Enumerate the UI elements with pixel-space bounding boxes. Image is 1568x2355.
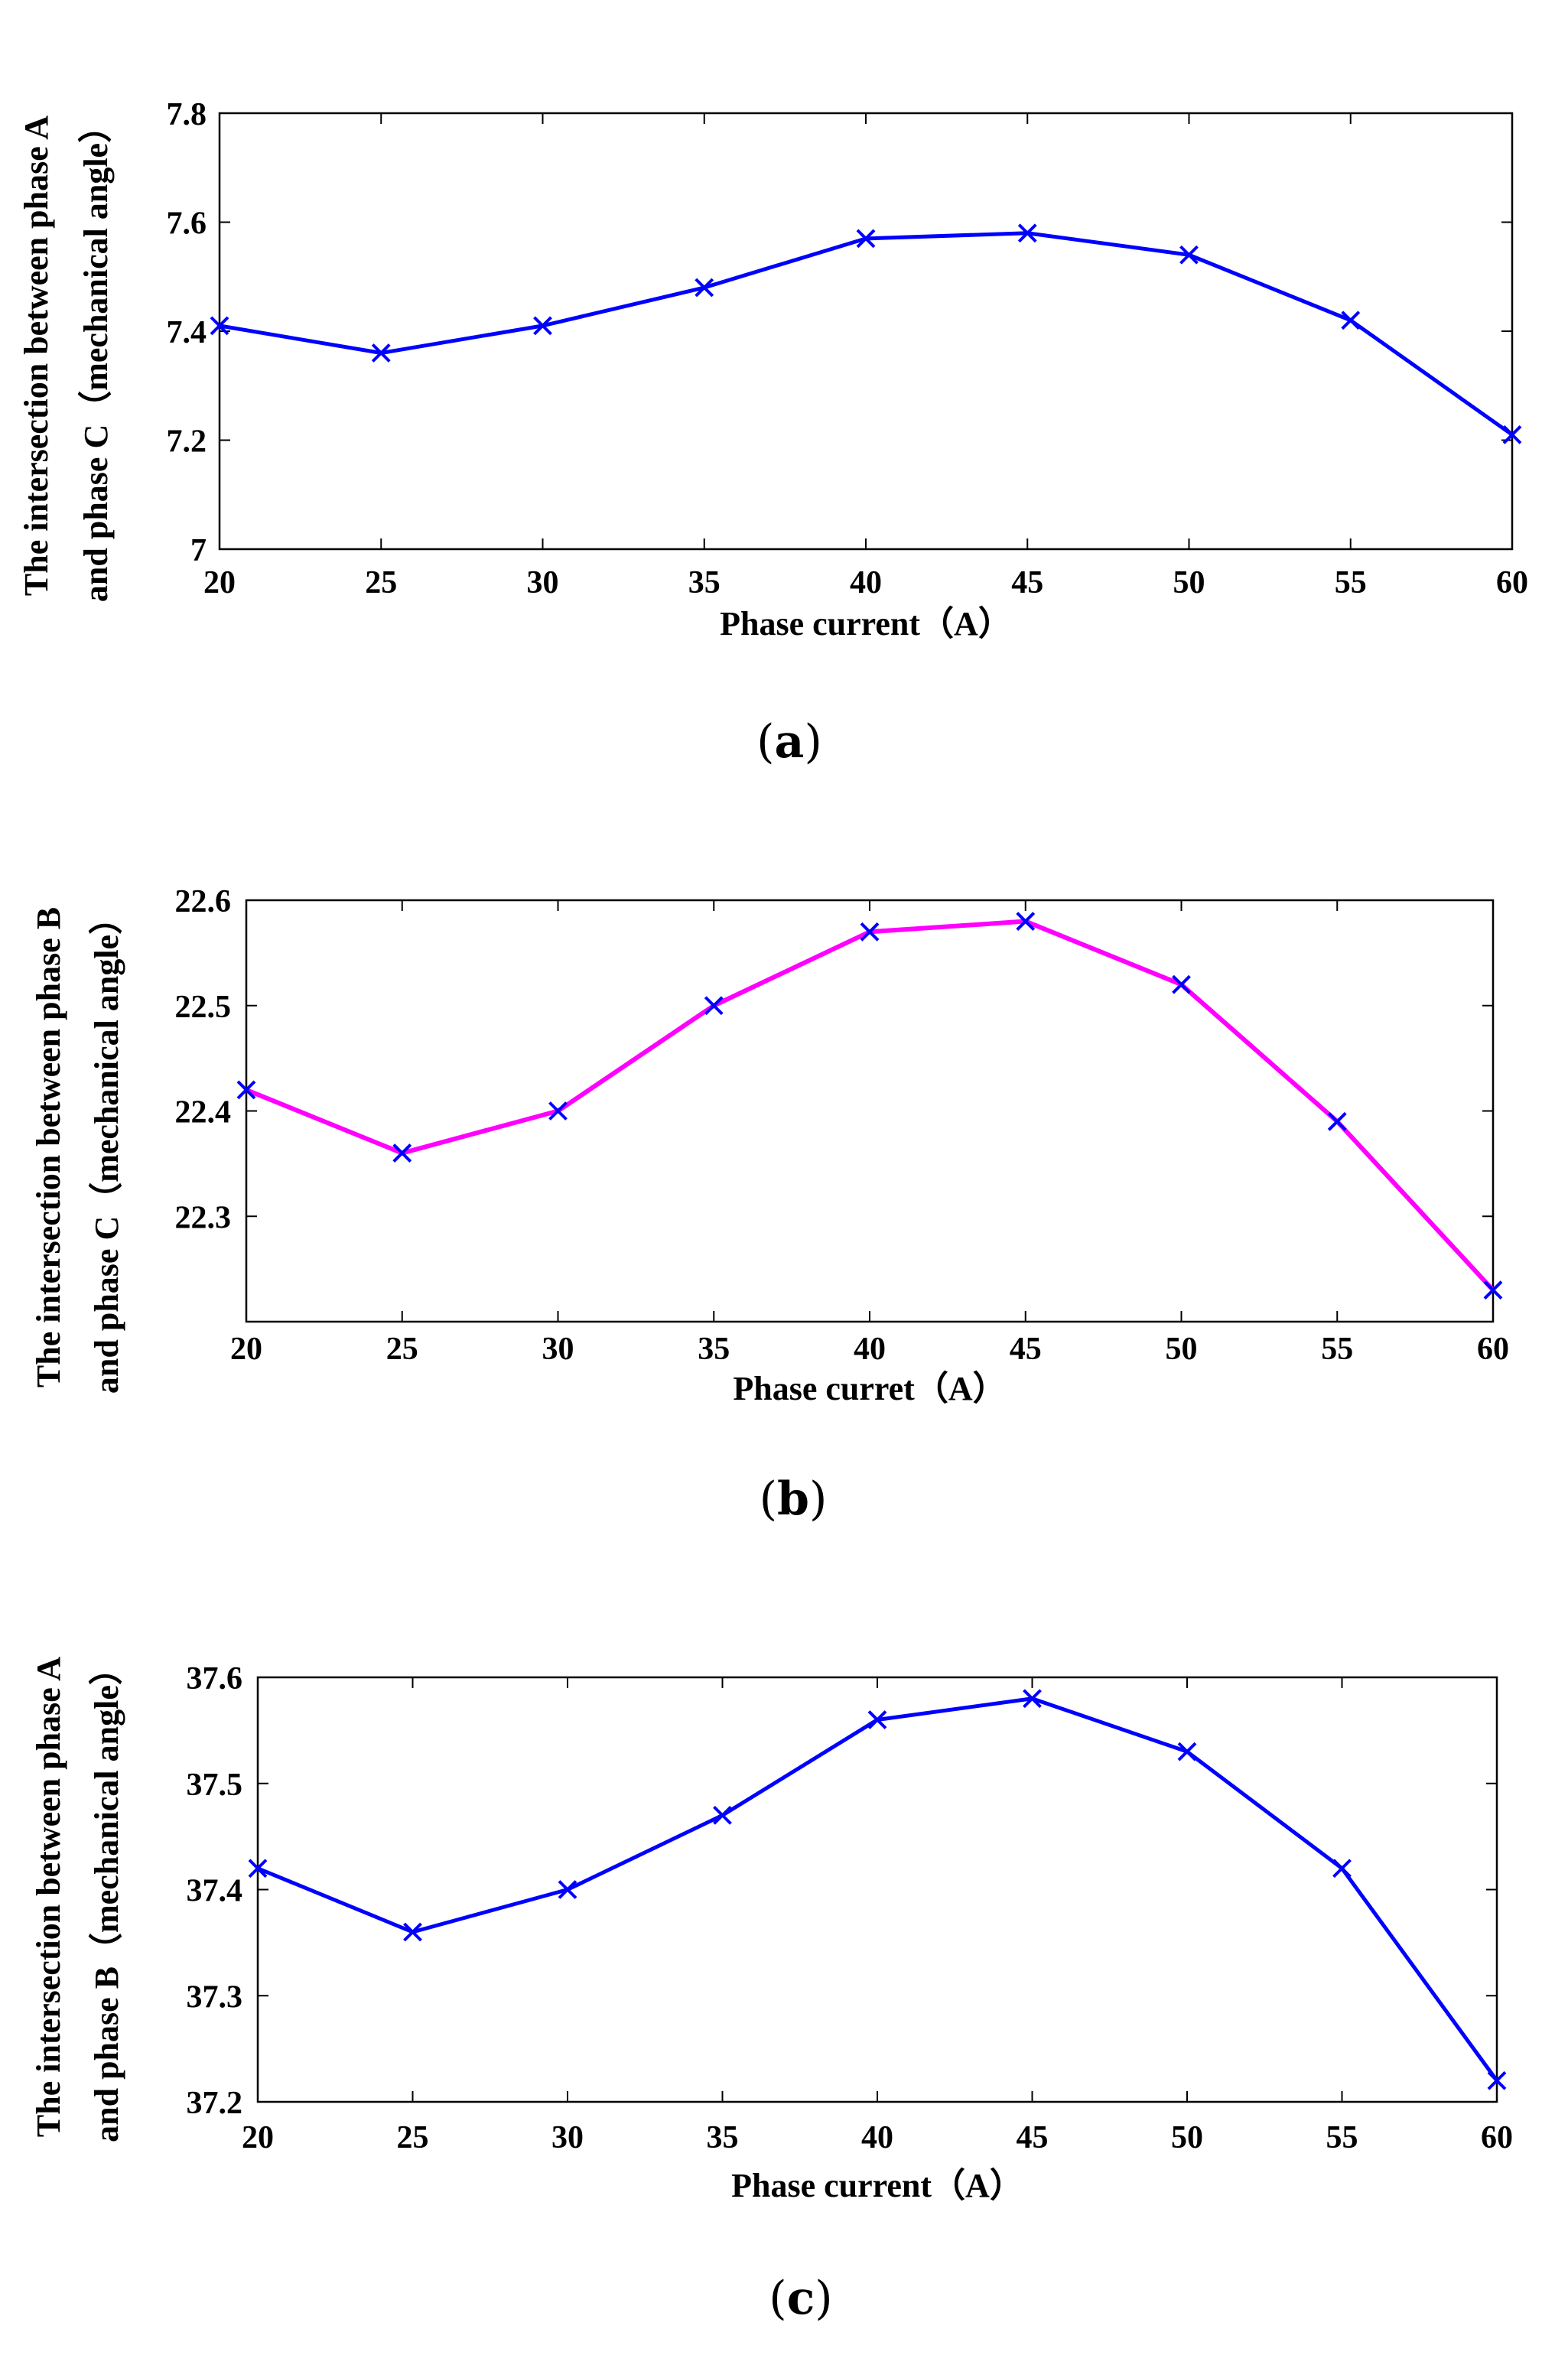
chart-c-data-point — [1332, 1859, 1352, 1878]
chart-b-x-axis-label: Phase curret（A） — [733, 1370, 1006, 1407]
chart-b-data-point — [392, 1143, 412, 1163]
chart-b-x-tick-label: 20 — [230, 1332, 262, 1367]
chart-b-y-axis-label-line: and phase C（mechanical angle） — [88, 901, 125, 1394]
chart-c-data-point — [248, 1859, 268, 1878]
chart-c-panel: 20 25 30 35 40 45 50 55 60 37.2 37.3 37.4 37.5 37.6 Ph… — [30, 1651, 1513, 2325]
chart-c-y-axis-label-line: and phase B（mechanical angle） — [88, 1651, 125, 2142]
chart-b-x-tick-label: 35 — [698, 1332, 730, 1367]
chart-c-x-tick-label: 25 — [397, 2120, 429, 2155]
chart-c-data-point — [867, 1710, 887, 1729]
chart-a-data-point — [1017, 223, 1037, 243]
chart-b-y-tick-label: 22.5 — [175, 990, 232, 1025]
chart-a-data-point — [856, 229, 876, 249]
chart-c-data-point — [713, 1805, 732, 1825]
chart-b-data-point — [236, 1080, 256, 1100]
chart-a-x-axis-label: Phase current（A） — [720, 605, 1012, 642]
chart-c-y-tick-label: 37.5 — [187, 1768, 243, 1803]
chart-a-series-line — [219, 231, 1514, 437]
chart-a-x-tick-label: 60 — [1496, 565, 1528, 600]
chart-c-y-tick-label: 37.6 — [187, 1661, 243, 1696]
chart-c-data-point — [403, 1922, 422, 1942]
chart-a-plot-frame — [218, 112, 1514, 551]
chart-b-x-tick-label: 60 — [1477, 1332, 1509, 1367]
chart-a-y-tick-label: 7 — [190, 533, 207, 568]
chart-c-data-point — [1487, 2070, 1507, 2090]
chart-c-x-tick-label: 20 — [242, 2120, 274, 2155]
chart-a-data-point — [1341, 311, 1361, 330]
chart-b-x-tick-label: 40 — [854, 1332, 886, 1367]
chart-a-y-axis-label-line: and phase C（mechanical angle） — [77, 109, 115, 602]
chart-c-x-tick-label: 60 — [1481, 2120, 1513, 2155]
chart-a-y-tick-label: 7.8 — [167, 97, 207, 132]
chart-c-x-axis-label: Phase current（A） — [731, 2167, 1023, 2204]
chart-a-data-point — [371, 343, 391, 363]
chart-b-data-point — [1483, 1280, 1503, 1300]
chart-b-y-tick-label: 22.4 — [175, 1095, 232, 1130]
chart-b-y-axis-label-line: The intersection between phase B — [30, 907, 67, 1387]
chart-a-x-tick-label: 25 — [365, 565, 397, 600]
chart-b-series-line — [245, 919, 1495, 1292]
chart-c-data-point — [1023, 1689, 1042, 1709]
chart-b-x-tick-label: 50 — [1166, 1332, 1198, 1367]
chart-c-x-tick-label: 30 — [551, 2120, 584, 2155]
chart-b-data-point — [548, 1101, 568, 1121]
chart-a-y-axis-label-line: The intersection between phase A — [18, 115, 55, 596]
chart-a-data-point — [1502, 424, 1522, 444]
chart-b-x-tick-label: 45 — [1010, 1332, 1042, 1367]
chart-a-x-tick-label: 55 — [1335, 565, 1367, 600]
chart-a-y-tick-label: 7.2 — [167, 424, 207, 460]
chart-c-y-tick-label: 37.3 — [187, 1979, 243, 2015]
chart-a-x-tick-label: 45 — [1011, 565, 1043, 600]
chart-c-x-tick-label: 55 — [1326, 2120, 1358, 2155]
chart-b-data-point — [1172, 974, 1191, 994]
chart-a-y-tick-label: 7.4 — [167, 315, 207, 350]
chart-b-x-tick-label: 30 — [542, 1332, 574, 1367]
chart-a-data-point — [695, 278, 714, 298]
chart-c-data-point — [1177, 1742, 1197, 1761]
chart-a-y-tick-label: 7.6 — [167, 207, 207, 242]
chart-c-x-tick-label: 50 — [1171, 2120, 1203, 2155]
chart-c-data-point — [558, 1880, 577, 1899]
chart-c-x-tick-label: 35 — [707, 2120, 739, 2155]
chart-b-x-tick-label: 25 — [386, 1332, 418, 1367]
chart-b-plot-frame — [245, 899, 1495, 1323]
chart-c-y-tick-label: 37.2 — [187, 2086, 243, 2121]
chart-a-panel-label: (a) — [756, 715, 822, 769]
chart-c-series-line — [257, 1696, 1499, 2082]
chart-b-panel-label: (b) — [760, 1472, 828, 1526]
chart-c-x-tick-label: 45 — [1017, 2120, 1049, 2155]
chart-b-data-point — [860, 922, 880, 942]
chart-a-x-tick-label: 50 — [1173, 565, 1205, 600]
chart-a-data-point — [533, 316, 552, 336]
chart-c-plot-frame — [256, 1676, 1498, 2103]
chart-a-data-point — [1179, 245, 1199, 265]
chart-a-data-point — [210, 316, 229, 336]
chart-a-x-tick-label: 30 — [527, 565, 559, 600]
chart-b-data-point — [704, 996, 724, 1016]
chart-b-y-tick-label: 22.3 — [175, 1200, 232, 1235]
chart-a-panel: 20 25 30 35 40 45 50 55 60 7 7.2 7.4 7.6 7.8 Phase cur… — [18, 97, 1528, 769]
chart-b-x-tick-label: 55 — [1321, 1332, 1353, 1367]
chart-b-panel: 20 25 30 35 40 45 50 55 60 22.3 22.4 22.5 22.6 Phase … — [30, 884, 1509, 1526]
chart-b-data-point — [1327, 1111, 1347, 1131]
chart-a-x-tick-label: 40 — [850, 565, 882, 600]
chart-a-x-tick-label: 20 — [203, 565, 236, 600]
chart-c-panel-label: (c) — [769, 2272, 832, 2325]
chart-b-data-point — [1016, 912, 1036, 931]
chart-c-y-tick-label: 37.4 — [187, 1874, 243, 1909]
chart-a-x-tick-label: 35 — [688, 565, 721, 600]
chart-c-x-tick-label: 40 — [861, 2120, 893, 2155]
chart-b-y-tick-label: 22.6 — [175, 884, 232, 919]
chart-c-y-axis-label-line: The intersection between phase A — [30, 1657, 67, 2137]
